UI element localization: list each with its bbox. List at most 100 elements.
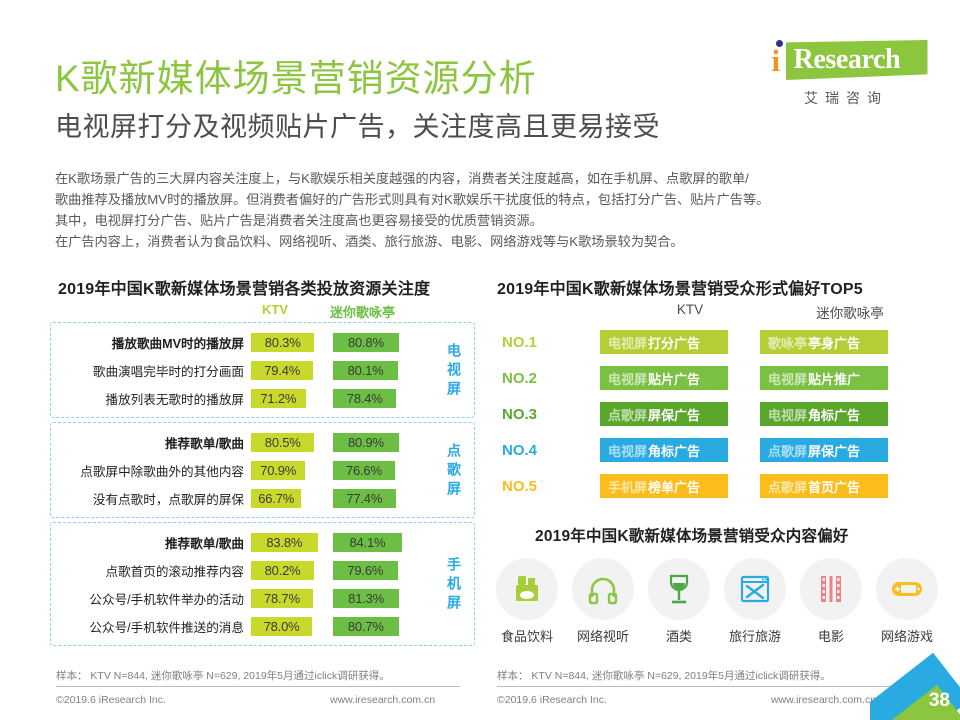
- wine-glass-icon: [648, 558, 710, 620]
- pill-prefix: 手机屏: [608, 479, 648, 495]
- preference-item-label: 电影: [817, 629, 844, 644]
- column-header-mini: 迷你歌咏亭: [330, 305, 396, 320]
- chart-bar-ktv: 80.5%: [251, 432, 315, 452]
- sample-note-left: 样本： KTV N=844, 迷你歌咏亭 N=629, 2019年5月通过icl…: [56, 670, 390, 682]
- logo-mark: i Research: [758, 38, 928, 84]
- top5-column-mini: 迷你歌咏亭: [816, 306, 884, 321]
- chart-bar-slot-ktv: 80.5%: [251, 432, 323, 452]
- top5-column-ktv: KTV: [676, 302, 704, 317]
- chart-bar-slot-ktv: 66.7%: [251, 488, 323, 508]
- chart-group: 推荐歌单/歌曲 83.8% 84.1% 点歌首页的滚动推荐内容 80.2% 79.6% 公众…: [50, 522, 475, 646]
- chart-row-label: 播放列表无歌时的播放屏: [105, 392, 244, 407]
- preference-item: 电影: [796, 558, 866, 645]
- chart-row-label: 推荐歌单/歌曲: [164, 536, 244, 551]
- chart-bar-ktv: 79.4%: [251, 360, 314, 380]
- chart-bar-slot-ktv: 80.3%: [251, 332, 323, 352]
- pill-prefix: 电视屏: [608, 371, 648, 387]
- top5-rank-label: NO.3: [502, 405, 538, 423]
- pill-prefix: 点歌屏: [768, 479, 808, 495]
- chart-bar-ktv: 71.2%: [251, 388, 306, 408]
- top5-pill-ktv: 点歌屏 屏保广告: [600, 402, 728, 426]
- preference-heading: 2019年中国K歌新媒体场景营销受众内容偏好: [535, 528, 849, 545]
- chart-bar-mini: 79.6%: [333, 560, 398, 580]
- top5-pill-ktv: 手机屏 榜单广告: [600, 474, 728, 498]
- chart-bar-slot-mini: 76.6%: [333, 460, 411, 480]
- logo-letter-i: i: [771, 43, 781, 78]
- chart-row: 点歌首页的滚动推荐内容 80.2% 79.6%: [51, 556, 474, 584]
- chart-bar-ktv: 78.0%: [251, 616, 313, 636]
- column-header-ktv: KTV: [262, 302, 288, 317]
- preference-item-label: 网络视听: [576, 629, 629, 644]
- pill-prefix: 电视屏: [608, 335, 648, 351]
- top5-rank-label: NO.1: [502, 333, 538, 351]
- page-subtitle: 电视屏打分及视频贴片广告，关注度高且更易接受: [55, 112, 660, 142]
- chart-bar-ktv: 66.7%: [251, 488, 302, 508]
- game-console-icon: [876, 558, 938, 620]
- chart-bar-slot-mini: 78.4%: [333, 388, 411, 408]
- copyright-left: ©2019.6 iResearch Inc.: [56, 694, 166, 706]
- pill-main-mini: 角标广告: [808, 407, 861, 423]
- chart-bar-mini: 80.7%: [333, 616, 399, 636]
- pill-prefix: 歌咏亭: [768, 335, 808, 351]
- top5-row: NO.4 电视屏 角标广告 点歌屏 屏保广告: [490, 432, 940, 468]
- body-line-4: 在广告内容上，消费者认为食品饮料、网络视听、酒类、旅行旅游、电影、网络游戏等与K…: [55, 234, 684, 249]
- travel-plane-icon: [724, 558, 786, 620]
- chart-group: 播放歌曲MV时的播放屏 80.3% 80.8% 歌曲演唱完毕时的打分画面 79.4% 80…: [50, 322, 475, 418]
- pill-main-ktv: 榜单广告: [648, 479, 701, 495]
- chart-row-label: 推荐歌单/歌曲: [164, 436, 244, 451]
- top5-section: KTV 迷你歌咏亭 NO.1 电视屏 打分广告 歌咏亭 亭身广告 NO.2 电视屏 贴片广告电…: [490, 302, 940, 504]
- chart-bar-mini: 80.1%: [333, 360, 399, 380]
- chart-bar-slot-mini: 80.1%: [333, 360, 411, 380]
- chart-bar-slot-ktv: 70.9%: [251, 460, 323, 480]
- chart-bar-ktv: 83.8%: [251, 532, 318, 552]
- chart-bar-slot-mini: 79.6%: [333, 560, 411, 580]
- chart-bar-ktv: 78.7%: [251, 588, 313, 608]
- top5-pill-mini: 点歌屏 首页广告: [760, 474, 888, 498]
- headphones-icon: [572, 558, 634, 620]
- top5-pill-mini: 歌咏亭 亭身广告: [760, 330, 888, 354]
- logo-green-quad: [785, 40, 928, 80]
- preference-item: 旅行旅游: [720, 558, 790, 645]
- chart-row-label: 公众号/手机软件推送的消息: [89, 620, 244, 635]
- page-title: K歌新媒体场景营销资源分析: [55, 58, 537, 99]
- body-line-1: 在K歌场景广告的三大屏内容关注度上，与K歌娱乐相关度越强的内容，消费者关注度越高…: [55, 171, 749, 186]
- top5-rank-label: NO.5: [502, 477, 538, 495]
- chart-group-name: 点歌屏: [447, 442, 461, 497]
- preference-item-label: 酒类: [665, 629, 692, 644]
- top5-pill-ktv: 电视屏 角标广告: [600, 438, 728, 462]
- food-drink-icon: [496, 558, 558, 620]
- film-strip-icon: [800, 558, 862, 620]
- top5-pill-mini: 点歌屏 屏保广告: [760, 438, 888, 462]
- top5-column-headers: KTV 迷你歌咏亭: [490, 302, 940, 324]
- chart-bar-slot-mini: 80.8%: [333, 332, 411, 352]
- pill-prefix: 点歌屏: [608, 407, 648, 423]
- chart-bar-mini: 84.1%: [333, 532, 402, 552]
- top5-pill-ktv: 电视屏 打分广告: [600, 330, 728, 354]
- pill-main-ktv: 打分广告: [648, 335, 701, 351]
- top5-row: NO.2 电视屏 贴片广告 电视屏 贴片推广: [490, 360, 940, 396]
- chart-row: 公众号/手机软件推送的消息 78.0% 80.7%: [51, 612, 474, 640]
- preference-item: 网络游戏: [872, 558, 942, 645]
- chart-bar-mini: 76.6%: [333, 460, 395, 480]
- chart-bar-mini: 78.4%: [333, 388, 397, 408]
- pill-main-ktv: 屏保广告: [648, 407, 701, 423]
- chart-bar-ktv: 80.2%: [251, 560, 315, 580]
- website-left: www.iresearch.com.cn: [330, 694, 436, 706]
- chart-row-label: 播放歌曲MV时的播放屏: [111, 336, 244, 351]
- chart-bar-slot-ktv: 79.4%: [251, 360, 323, 380]
- pill-main-ktv: 贴片广告: [648, 371, 701, 387]
- chart-row: 播放列表无歌时的播放屏 71.2% 78.4%: [51, 384, 474, 412]
- logo-i-dot-icon: [775, 40, 783, 47]
- chart-row-label: 歌曲演唱完毕时的打分画面: [92, 364, 244, 379]
- left-chart-groups: 播放歌曲MV时的播放屏 80.3% 80.8% 歌曲演唱完毕时的打分画面 79.4% 80…: [50, 322, 475, 650]
- chart-bar-slot-mini: 81.3%: [333, 588, 411, 608]
- chart-row: 播放歌曲MV时的播放屏 80.3% 80.8%: [51, 328, 474, 356]
- footer-divider-right: [497, 686, 901, 687]
- pill-main-ktv: 角标广告: [648, 443, 701, 459]
- chart-bar-mini: 80.9%: [333, 432, 399, 452]
- chart-group-name: 电视屏: [447, 342, 461, 397]
- pill-prefix: 电视屏: [608, 443, 648, 459]
- chart-row: 点歌屏中除歌曲外的其他内容 70.9% 76.6%: [51, 456, 474, 484]
- chart-bar-mini: 77.4%: [333, 488, 396, 508]
